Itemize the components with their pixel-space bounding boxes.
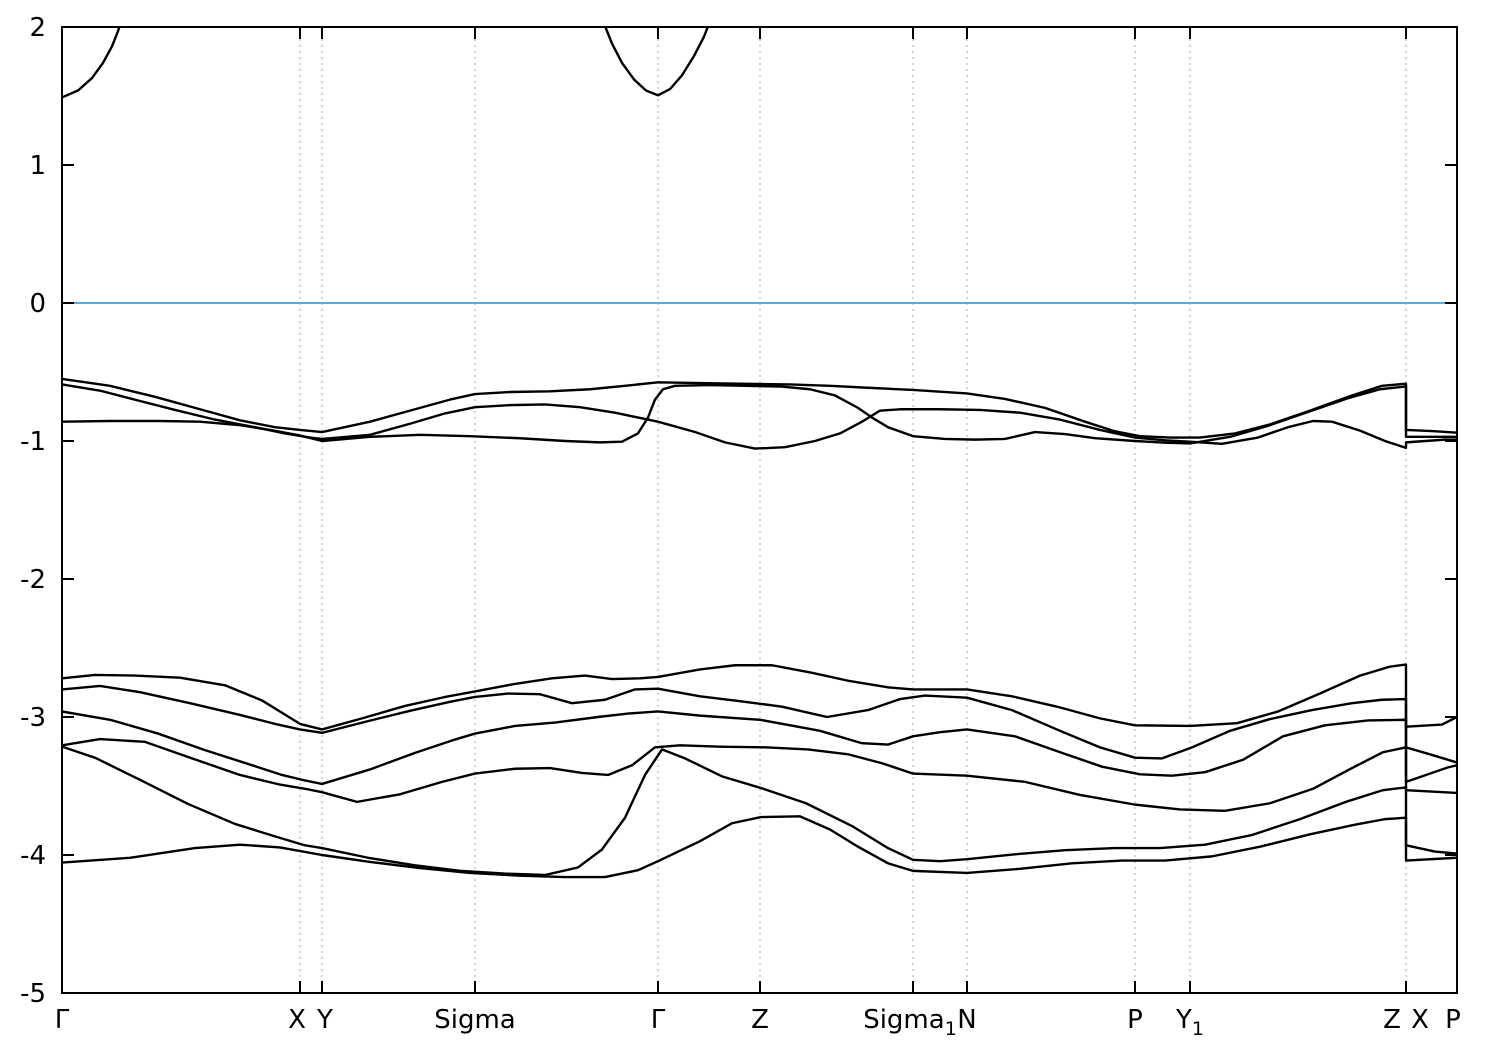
y-tick-label: -5 (20, 979, 46, 1009)
y-tick-label: -1 (20, 427, 46, 457)
x-kpoint-label: P (1127, 1005, 1143, 1035)
x-kpoint-labels: Γ X Y Sigma Γ Z Sigma1 N P Y1 Z X P (55, 1005, 1461, 1040)
x-kpoint-label: N (957, 1005, 976, 1035)
x-kpoint-label: X (288, 1005, 306, 1035)
y-tick-label: 2 (29, 13, 46, 43)
valence-band-2 (62, 383, 1457, 450)
y-tick-label: -4 (20, 841, 46, 871)
x-kpoint-label: X (1411, 1005, 1429, 1035)
band-curves (62, 27, 1457, 879)
lower-band-4 (62, 737, 1457, 813)
lower-band-2 (62, 684, 1457, 764)
x-kpoint-label: Y1 (1175, 1005, 1204, 1040)
x-kpoint-label: Γ (55, 1005, 70, 1035)
x-kpoint-label: P (1445, 1005, 1461, 1035)
conduction-band-b (604, 27, 710, 97)
x-kpoint-label: Sigma1 (863, 1005, 957, 1040)
axis-ticks (62, 26, 1457, 994)
lower-band-6 (62, 815, 1457, 879)
y-tick-labels: -5 -4 -3 -2 -1 0 1 2 (20, 13, 46, 1009)
x-kpoint-label: Sigma (434, 1005, 516, 1035)
valence-band-3 (62, 383, 1457, 445)
x-kpoint-label: Γ (651, 1005, 666, 1035)
conduction-band-a (62, 27, 121, 99)
x-kpoint-label: Z (751, 1005, 769, 1035)
lower-band-1 (62, 663, 1457, 731)
lower-band-3 (62, 710, 1457, 786)
x-kpoint-label: Z (1383, 1005, 1401, 1035)
x-kpoint-label: Y (316, 1005, 333, 1035)
y-tick-label: 0 (29, 289, 46, 319)
y-tick-label: -3 (20, 703, 46, 733)
y-tick-label: 1 (29, 151, 46, 181)
y-tick-label: -2 (20, 565, 46, 595)
lower-band-5 (62, 745, 1457, 877)
